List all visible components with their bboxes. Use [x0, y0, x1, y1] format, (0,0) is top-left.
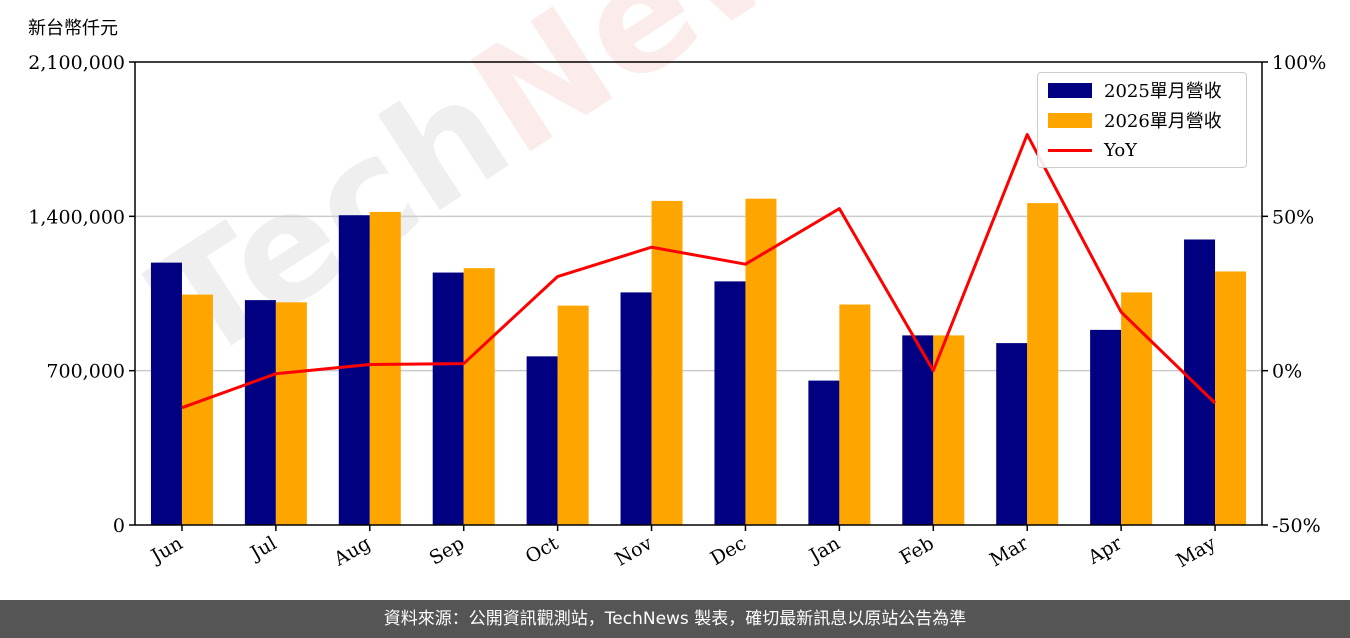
footer-source-note: 資料來源：公開資訊觀測站，TechNews 製表，確切最新訊息以原站公告為準 [0, 600, 1350, 638]
legend-item-2025: 2025單月營收 [1048, 77, 1222, 103]
legend-label-yoy: YoY [1104, 139, 1138, 161]
x-tick-label: Jul [245, 532, 280, 565]
x-tick-label: Sep [426, 532, 469, 569]
bar-2025 [1184, 239, 1216, 525]
bar-2026 [557, 305, 589, 525]
bar-2025 [150, 262, 182, 525]
x-tick-label: May [1173, 532, 1220, 572]
bar-2026 [181, 294, 213, 525]
legend-label-2026: 2026單月營收 [1104, 111, 1222, 132]
right-tick-label: 50% [1272, 206, 1314, 228]
bar-2026 [651, 200, 683, 525]
left-tick-label: 0 [113, 515, 125, 537]
bar-2025 [244, 300, 276, 525]
x-tick-label: Jan [804, 532, 844, 568]
legend-item-yoy: YoY [1048, 137, 1137, 163]
x-tick-label: Mar [986, 532, 1032, 571]
bar-2026 [745, 198, 777, 525]
right-tick-label: 0% [1272, 361, 1302, 383]
revenue-chart: 0 700,000 1,400,000 2,100,000 -50% 0% 50% 100% J… [28, 52, 1326, 572]
left-tick-label: 1,400,000 [28, 206, 125, 228]
bar-2025 [902, 335, 934, 525]
legend-item-2026: 2026單月營收 [1048, 107, 1222, 133]
legend-line-yoy [1048, 148, 1092, 152]
legend-swatch-2026 [1048, 112, 1092, 128]
bar-2026 [1027, 203, 1059, 525]
unit-label: 新台幣仟元 [28, 18, 118, 39]
x-tick-label: Apr [1083, 532, 1126, 569]
x-tick-label: Feb [896, 532, 938, 569]
left-tick-label: 2,100,000 [28, 52, 125, 74]
x-tick-label: Aug [329, 532, 374, 571]
bar-2026 [275, 302, 307, 525]
x-tick-label: Jun [146, 532, 187, 568]
right-tick-label: -50% [1272, 515, 1321, 537]
x-tick-label: Nov [611, 532, 656, 571]
bar-2025 [620, 292, 652, 525]
chart-legend: 2025單月營收 2026單月營收 YoY [1037, 72, 1247, 168]
left-tick-label: 700,000 [46, 361, 125, 383]
bar-2026 [933, 335, 965, 525]
bar-2025 [996, 343, 1028, 525]
bar-2025 [1090, 329, 1122, 525]
right-tick-label: 100% [1272, 52, 1326, 74]
bar-2025 [714, 281, 746, 525]
legend-swatch-2025 [1048, 82, 1092, 98]
bar-2026 [1215, 271, 1247, 525]
bar-2025 [432, 272, 464, 525]
yoy-line [181, 133, 1217, 410]
bar-2026 [1121, 292, 1153, 525]
bar-2026 [463, 268, 495, 525]
bar-2025 [808, 380, 840, 525]
x-tick-label: Oct [522, 532, 563, 568]
bar-2026 [839, 304, 871, 525]
legend-label-2025: 2025單月營收 [1104, 81, 1222, 102]
bar-2025 [338, 215, 370, 525]
bar-2026 [369, 211, 401, 525]
bar-2025 [526, 356, 558, 525]
x-tick-label: Dec [707, 532, 750, 570]
